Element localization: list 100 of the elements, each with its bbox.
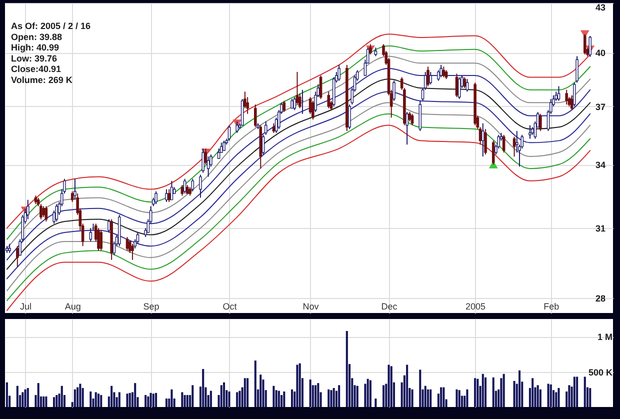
annotation: As Of: 2005 / 2 / 16 [11, 21, 91, 31]
candlestick [583, 34, 586, 55]
y-tick-label: 28 [595, 294, 606, 304]
candlestick [272, 122, 276, 134]
bar [576, 376, 578, 407]
candlestick [293, 96, 296, 111]
y-tick-label: 37 [595, 102, 606, 112]
y-tick-label: 500 K [588, 367, 613, 378]
bar [539, 389, 542, 407]
bar [100, 395, 102, 407]
x-tick-label: Sep [143, 302, 160, 312]
bar [309, 380, 312, 407]
annotation: Volume: 269 K [11, 75, 73, 85]
candlestick [484, 128, 487, 155]
candlestick [16, 246, 19, 268]
bar [314, 385, 317, 407]
candlestick [570, 94, 574, 111]
y-tick-label: 34 [595, 160, 606, 170]
bar [330, 390, 332, 407]
candlestick [482, 122, 484, 157]
bar [97, 394, 100, 407]
candlestick [327, 91, 330, 109]
bar [332, 388, 335, 407]
y-tick-label: 40 [595, 48, 606, 58]
bar [356, 386, 358, 407]
bar [228, 392, 230, 407]
bar [558, 388, 560, 407]
candlestick [440, 64, 442, 78]
bar [260, 374, 262, 407]
bar [317, 383, 320, 407]
bar [492, 377, 494, 407]
bar [502, 374, 505, 407]
bar [532, 378, 534, 407]
annotation: High: 40.99 [11, 42, 60, 53]
bar [90, 392, 92, 407]
bar [456, 389, 458, 407]
candlestick [165, 188, 168, 202]
candlestick [458, 76, 461, 100]
bar [458, 390, 460, 407]
candlestick [26, 199, 30, 220]
bar [442, 387, 445, 407]
candlestick [539, 113, 542, 132]
candlestick [463, 76, 466, 89]
candlestick [557, 86, 560, 102]
candlestick [408, 111, 412, 122]
bar [388, 364, 390, 407]
bar [513, 380, 516, 407]
x-tick-label: Nov [302, 302, 320, 312]
bar [6, 382, 8, 407]
candlestick [89, 228, 92, 242]
bar [144, 395, 147, 407]
bar [430, 389, 432, 407]
candlestick [131, 243, 134, 260]
candlestick [97, 228, 100, 252]
candlestick [588, 35, 592, 58]
bar [272, 386, 275, 407]
candlestick [222, 140, 226, 152]
bar [236, 392, 238, 407]
bar [76, 387, 79, 407]
x-tick-label: Feb [544, 302, 560, 312]
candlestick [42, 206, 45, 218]
x-tick-label: Aug [64, 302, 81, 312]
candlestick [168, 188, 170, 202]
bar [275, 390, 278, 407]
bar [476, 378, 479, 407]
candlestick [565, 89, 568, 106]
bar [338, 385, 340, 407]
candlestick [296, 71, 299, 106]
candlestick [262, 134, 265, 155]
bar [278, 390, 280, 407]
candlestick [8, 243, 11, 254]
bar [128, 392, 131, 407]
bar [550, 384, 552, 407]
candlestick [312, 100, 314, 120]
candlestick [202, 148, 204, 174]
bar [419, 370, 422, 407]
bar [220, 385, 222, 407]
bar [24, 389, 26, 407]
x-tick-label: Jul [20, 302, 32, 312]
bar [440, 387, 442, 407]
bar [573, 376, 576, 407]
bar [74, 389, 76, 407]
bar [536, 385, 539, 407]
candlestick [100, 230, 102, 252]
candlestick [319, 74, 322, 100]
bar [369, 380, 372, 407]
bar [26, 388, 29, 407]
candlestick [108, 218, 110, 234]
bar [555, 392, 558, 407]
y-tick-label: 43 [595, 2, 606, 12]
candlestick [429, 71, 432, 85]
bar [328, 389, 330, 407]
bar [246, 378, 249, 407]
bar [382, 385, 385, 407]
bar [589, 388, 592, 407]
annotation: Open: 39.88 [11, 32, 62, 42]
bar [500, 378, 502, 407]
bar [482, 374, 484, 407]
bar [222, 382, 226, 407]
candlestick [282, 100, 286, 112]
